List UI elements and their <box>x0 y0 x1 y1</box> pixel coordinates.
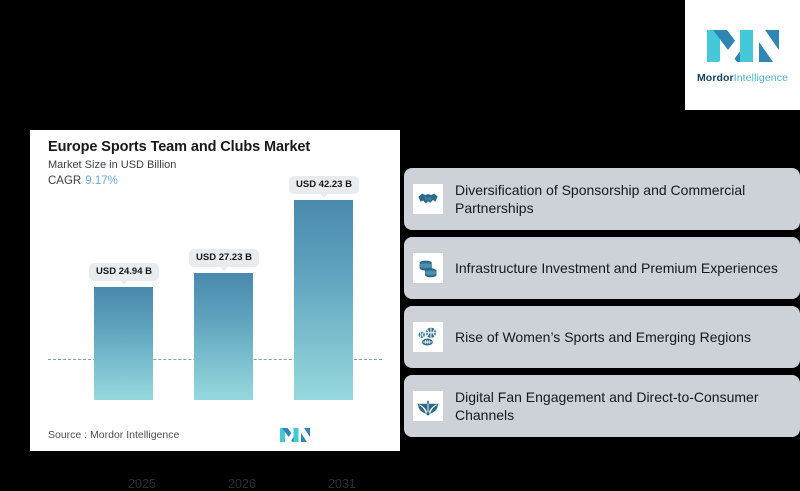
bar-2025 <box>94 287 153 400</box>
bar-2026 <box>194 273 253 400</box>
driver-label: Infrastructure Investment and Premium Ex… <box>455 259 778 276</box>
driver-label: Diversification of Sponsorship and Comme… <box>455 181 746 216</box>
coins-stack-icon <box>413 253 443 283</box>
x-axis-label-2026: 2026 <box>228 477 256 491</box>
logo-word-bold: Mordor <box>696 72 734 85</box>
cagr-row: CAGR 9.17% <box>48 175 118 187</box>
driver-card-womens-sports[interactable]: Rise of Women’s Sports and Emerging Regi… <box>404 306 800 368</box>
mordor-intelligence-logo-mark <box>706 26 779 66</box>
bar-value-label-2031: USD 42.23 B <box>289 176 359 198</box>
cagr-value: 9.17% <box>85 175 118 187</box>
driver-label: Rise of Women’s Sports and Emerging Regi… <box>455 328 751 345</box>
chart-subtitle: Market Size in USD Billion <box>48 159 177 171</box>
source-logo-mark-icon <box>280 427 310 443</box>
driver-label: Digital Fan Engagement and Direct-to-Con… <box>455 388 759 423</box>
bar-value-label-2026: USD 27.23 B <box>189 249 259 271</box>
mordor-intelligence-logo: MordorIntelligence <box>685 0 800 110</box>
x-axis-label-2031: 2031 <box>328 477 356 491</box>
market-size-chart-card: Europe Sports Team and Clubs Market Mark… <box>30 130 400 491</box>
market-drivers-panel: Diversification of Sponsorship and Comme… <box>404 168 800 451</box>
chart-title: Europe Sports Team and Clubs Market <box>48 139 311 155</box>
x-axis-label-2025: 2025 <box>128 477 156 491</box>
hand-fan-icon <box>413 391 443 421</box>
handshake-icon <box>413 184 443 214</box>
driver-card-digital-fan[interactable]: Digital Fan Engagement and Direct-to-Con… <box>404 375 800 437</box>
driver-card-sponsorship[interactable]: Diversification of Sponsorship and Comme… <box>404 168 800 230</box>
cagr-label: CAGR <box>48 175 82 187</box>
driver-card-infrastructure[interactable]: Infrastructure Investment and Premium Ex… <box>404 237 800 299</box>
bar-value-label-2025: USD 24.94 B <box>89 263 159 285</box>
bar-chart-plot-area: USD 24.94 B USD 27.23 B USD 42.23 B 2025… <box>48 176 382 491</box>
bar-2031 <box>294 200 353 400</box>
chart-source-text: Source : Mordor Intelligence <box>48 429 180 441</box>
logo-wordmark: MordorIntelligence <box>697 73 788 84</box>
sports-balls-icon <box>413 322 443 352</box>
logo-word-light: Intelligence <box>733 72 789 85</box>
